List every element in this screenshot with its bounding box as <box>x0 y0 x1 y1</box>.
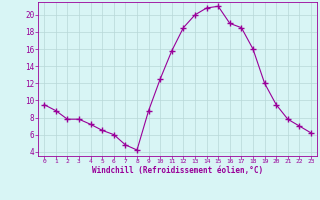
X-axis label: Windchill (Refroidissement éolien,°C): Windchill (Refroidissement éolien,°C) <box>92 166 263 175</box>
